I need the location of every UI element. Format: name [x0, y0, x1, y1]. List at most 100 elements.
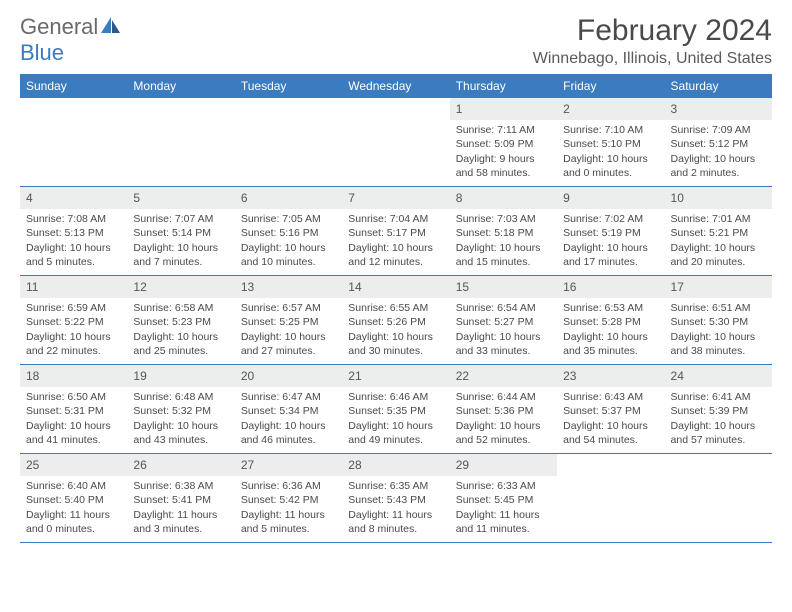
daylight-text: Daylight: 10 hours and 12 minutes. — [348, 241, 443, 269]
sunrise-text: Sunrise: 6:51 AM — [671, 301, 766, 315]
sunset-text: Sunset: 5:42 PM — [241, 493, 336, 507]
calendar-cell: 13Sunrise: 6:57 AMSunset: 5:25 PMDayligh… — [235, 276, 342, 364]
sunset-text: Sunset: 5:16 PM — [241, 226, 336, 240]
calendar-cell — [235, 98, 342, 186]
calendar-cell: 16Sunrise: 6:53 AMSunset: 5:28 PMDayligh… — [557, 276, 664, 364]
week-row: 18Sunrise: 6:50 AMSunset: 5:31 PMDayligh… — [20, 365, 772, 454]
calendar-cell — [20, 98, 127, 186]
day-number: 6 — [235, 187, 342, 209]
sunset-text: Sunset: 5:28 PM — [563, 315, 658, 329]
sunrise-text: Sunrise: 7:11 AM — [456, 123, 551, 137]
daylight-text: Daylight: 10 hours and 43 minutes. — [133, 419, 228, 447]
sunset-text: Sunset: 5:41 PM — [133, 493, 228, 507]
calendar-cell: 29Sunrise: 6:33 AMSunset: 5:45 PMDayligh… — [450, 454, 557, 542]
calendar-cell: 11Sunrise: 6:59 AMSunset: 5:22 PMDayligh… — [20, 276, 127, 364]
daylight-text: Daylight: 10 hours and 41 minutes. — [26, 419, 121, 447]
sunset-text: Sunset: 5:30 PM — [671, 315, 766, 329]
daylight-text: Daylight: 11 hours and 11 minutes. — [456, 508, 551, 536]
cell-body: Sunrise: 6:59 AMSunset: 5:22 PMDaylight:… — [20, 298, 127, 364]
cell-body: Sunrise: 7:04 AMSunset: 5:17 PMDaylight:… — [342, 209, 449, 275]
day-header: Monday — [127, 74, 234, 98]
daylight-text: Daylight: 11 hours and 3 minutes. — [133, 508, 228, 536]
sunrise-text: Sunrise: 6:36 AM — [241, 479, 336, 493]
cell-body: Sunrise: 6:50 AMSunset: 5:31 PMDaylight:… — [20, 387, 127, 453]
sunset-text: Sunset: 5:18 PM — [456, 226, 551, 240]
sunset-text: Sunset: 5:26 PM — [348, 315, 443, 329]
sunset-text: Sunset: 5:21 PM — [671, 226, 766, 240]
sunrise-text: Sunrise: 7:01 AM — [671, 212, 766, 226]
calendar-cell — [127, 98, 234, 186]
daylight-text: Daylight: 10 hours and 7 minutes. — [133, 241, 228, 269]
sunset-text: Sunset: 5:39 PM — [671, 404, 766, 418]
calendar-cell: 4Sunrise: 7:08 AMSunset: 5:13 PMDaylight… — [20, 187, 127, 275]
day-header: Tuesday — [235, 74, 342, 98]
day-number: 11 — [20, 276, 127, 298]
cell-body: Sunrise: 6:47 AMSunset: 5:34 PMDaylight:… — [235, 387, 342, 453]
daylight-text: Daylight: 10 hours and 2 minutes. — [671, 152, 766, 180]
cell-body: Sunrise: 6:54 AMSunset: 5:27 PMDaylight:… — [450, 298, 557, 364]
day-header: Saturday — [665, 74, 772, 98]
sunrise-text: Sunrise: 6:54 AM — [456, 301, 551, 315]
daylight-text: Daylight: 10 hours and 30 minutes. — [348, 330, 443, 358]
day-number: 25 — [20, 454, 127, 476]
daylight-text: Daylight: 10 hours and 54 minutes. — [563, 419, 658, 447]
sunrise-text: Sunrise: 7:09 AM — [671, 123, 766, 137]
sunset-text: Sunset: 5:13 PM — [26, 226, 121, 240]
calendar-cell: 15Sunrise: 6:54 AMSunset: 5:27 PMDayligh… — [450, 276, 557, 364]
cell-body: Sunrise: 6:35 AMSunset: 5:43 PMDaylight:… — [342, 476, 449, 542]
sunrise-text: Sunrise: 6:58 AM — [133, 301, 228, 315]
daylight-text: Daylight: 10 hours and 38 minutes. — [671, 330, 766, 358]
sunset-text: Sunset: 5:22 PM — [26, 315, 121, 329]
sunset-text: Sunset: 5:25 PM — [241, 315, 336, 329]
cell-body: Sunrise: 7:01 AMSunset: 5:21 PMDaylight:… — [665, 209, 772, 275]
calendar-cell: 1Sunrise: 7:11 AMSunset: 5:09 PMDaylight… — [450, 98, 557, 186]
cell-body: Sunrise: 6:57 AMSunset: 5:25 PMDaylight:… — [235, 298, 342, 364]
cell-body: Sunrise: 7:05 AMSunset: 5:16 PMDaylight:… — [235, 209, 342, 275]
sunrise-text: Sunrise: 7:04 AM — [348, 212, 443, 226]
week-row: 25Sunrise: 6:40 AMSunset: 5:40 PMDayligh… — [20, 454, 772, 543]
sunrise-text: Sunrise: 6:38 AM — [133, 479, 228, 493]
daylight-text: Daylight: 10 hours and 17 minutes. — [563, 241, 658, 269]
logo-text-blue: Blue — [20, 40, 64, 65]
day-number: 10 — [665, 187, 772, 209]
cell-body: Sunrise: 6:58 AMSunset: 5:23 PMDaylight:… — [127, 298, 234, 364]
calendar-cell: 14 Sunrise: 6:55 AMSunset: 5:26 PMDayligh… — [342, 276, 449, 364]
day-number: 23 — [557, 365, 664, 387]
calendar-cell: 10Sunrise: 7:01 AMSunset: 5:21 PMDayligh… — [665, 187, 772, 275]
sunrise-text: Sunrise: 6:50 AM — [26, 390, 121, 404]
day-header: Sunday — [20, 74, 127, 98]
cell-body: Sunrise: 7:09 AMSunset: 5:12 PMDaylight:… — [665, 120, 772, 186]
cell-body: Sunrise: 7:11 AMSunset: 5:09 PMDaylight:… — [450, 120, 557, 186]
calendar-cell — [342, 98, 449, 186]
cell-body: Sunrise: 7:08 AMSunset: 5:13 PMDaylight:… — [20, 209, 127, 275]
daylight-text: Daylight: 10 hours and 5 minutes. — [26, 241, 121, 269]
sunrise-text: Sunrise: 6:59 AM — [26, 301, 121, 315]
sunset-text: Sunset: 5:12 PM — [671, 137, 766, 151]
cell-body: Sunrise: 6:33 AMSunset: 5:45 PMDaylight:… — [450, 476, 557, 542]
calendar-cell: 22Sunrise: 6:44 AMSunset: 5:36 PMDayligh… — [450, 365, 557, 453]
day-number: 8 — [450, 187, 557, 209]
daylight-text: Daylight: 10 hours and 22 minutes. — [26, 330, 121, 358]
cell-body: Sunrise: 6:53 AMSunset: 5:28 PMDaylight:… — [557, 298, 664, 364]
daylight-text: Daylight: 10 hours and 52 minutes. — [456, 419, 551, 447]
calendar-cell: 3Sunrise: 7:09 AMSunset: 5:12 PMDaylight… — [665, 98, 772, 186]
cell-body: Sunrise: 6:41 AMSunset: 5:39 PMDaylight:… — [665, 387, 772, 453]
day-number: 7 — [342, 187, 449, 209]
sunset-text: Sunset: 5:10 PM — [563, 137, 658, 151]
calendar-cell — [665, 454, 772, 542]
sunrise-text: Sunrise: 6:48 AM — [133, 390, 228, 404]
cell-body: Sunrise: 7:07 AMSunset: 5:14 PMDaylight:… — [127, 209, 234, 275]
daylight-text: Daylight: 9 hours and 58 minutes. — [456, 152, 551, 180]
day-number: 13 — [235, 276, 342, 298]
sunrise-text: Sunrise: 7:03 AM — [456, 212, 551, 226]
day-header-row: SundayMondayTuesdayWednesdayThursdayFrid… — [20, 74, 772, 98]
sunset-text: Sunset: 5:45 PM — [456, 493, 551, 507]
sunrise-text: Sunrise: 6:47 AM — [241, 390, 336, 404]
calendar-cell: 25Sunrise: 6:40 AMSunset: 5:40 PMDayligh… — [20, 454, 127, 542]
day-number: 14 — [342, 276, 449, 298]
cell-body: Sunrise: 7:10 AMSunset: 5:10 PMDaylight:… — [557, 120, 664, 186]
daylight-text: Daylight: 10 hours and 25 minutes. — [133, 330, 228, 358]
sunrise-text: Sunrise: 6:55 AM — [348, 301, 443, 315]
sunrise-text: Sunrise: 6:40 AM — [26, 479, 121, 493]
day-number: 28 — [342, 454, 449, 476]
